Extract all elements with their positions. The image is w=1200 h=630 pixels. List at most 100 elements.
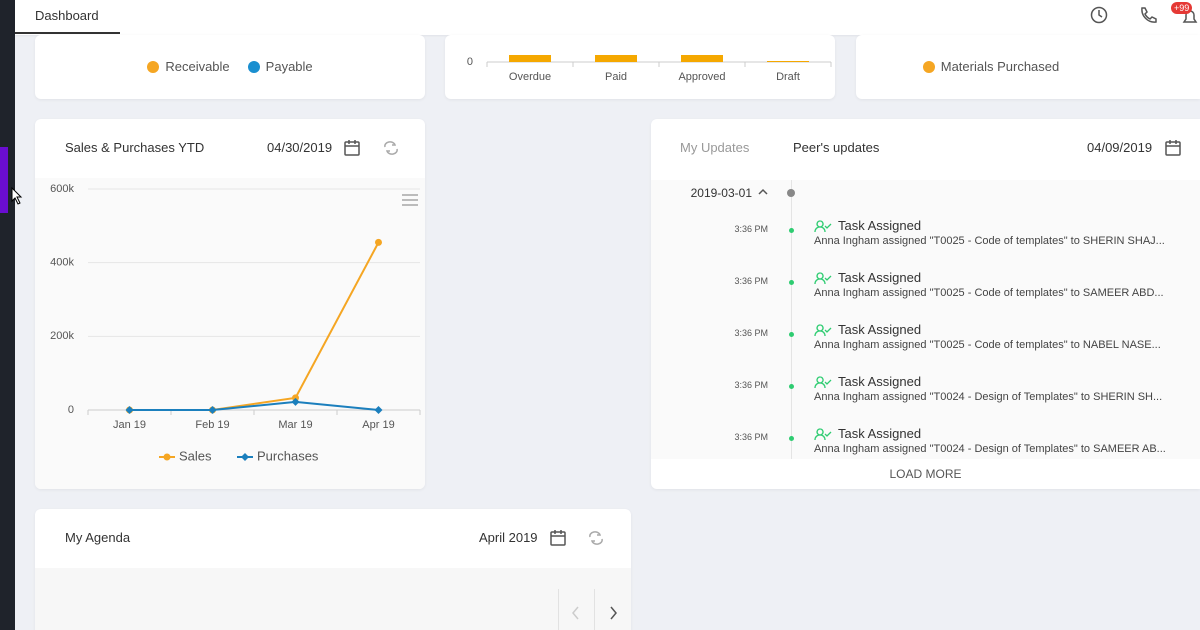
refresh-icon[interactable]	[587, 529, 605, 547]
user-check-icon	[814, 376, 832, 389]
item-time: 3:36 PM	[734, 276, 768, 286]
bar-stub	[767, 61, 809, 62]
tab[interactable]: Peer's updates	[793, 140, 880, 155]
point	[292, 394, 299, 402]
icon-path	[814, 220, 832, 233]
y-tick-label: 200k	[50, 330, 74, 342]
legend: Receivable Payable	[35, 59, 425, 74]
date: 04/30/2019	[267, 140, 333, 155]
caret[interactable]	[758, 188, 768, 196]
item-time: 3:36 PM	[734, 380, 768, 390]
x-tick-label: Draft	[776, 71, 800, 83]
item-time: 3:36 PM	[734, 224, 768, 234]
item-dot	[789, 332, 794, 337]
point	[374, 406, 383, 414]
badge: +99	[1171, 2, 1193, 14]
invoices-card: 0 Overdue Paid Approved Draft	[445, 35, 835, 99]
tab[interactable]: My Updates	[680, 140, 750, 155]
bar-chart: 0 Overdue Paid Approved Draft	[467, 55, 832, 83]
sidebar-indicator	[0, 147, 8, 213]
icon-path	[814, 428, 832, 441]
materials-card: Materials Purchased	[856, 35, 1200, 99]
topbar: Dashboard +99	[15, 0, 1200, 35]
item-title: Task Assigned	[838, 218, 922, 233]
bar-stub	[509, 55, 551, 62]
item-title: Task Assigned	[838, 270, 922, 285]
legend-marker	[241, 453, 249, 461]
legend-swatch	[147, 60, 160, 73]
legend-label: Materials Purchased	[940, 59, 1060, 74]
tab[interactable]: Dashboard	[35, 8, 99, 23]
item-text: Anna Ingham assigned "T0025 - Code of te…	[814, 339, 1161, 351]
card-body	[35, 178, 425, 489]
receivables-card: Receivable Payable	[35, 35, 425, 99]
point	[125, 406, 134, 414]
updates-card: My Updates Peer's updates 04/09/2019 201…	[651, 119, 1200, 489]
phone-icon[interactable]	[1138, 5, 1158, 25]
bar-stub	[595, 55, 637, 62]
item-time: 3:36 PM	[734, 328, 768, 338]
menu-bar	[402, 204, 418, 206]
item-dot	[789, 228, 794, 233]
bar-stub	[681, 55, 723, 62]
calendar-icon[interactable]	[1164, 139, 1182, 157]
card-title: Sales & Purchases YTD	[65, 140, 205, 155]
item-dot	[789, 280, 794, 285]
group-dot	[787, 189, 795, 197]
series-line	[129, 400, 379, 411]
calendar-icon[interactable]	[549, 529, 567, 547]
calendar-icon[interactable]	[343, 139, 361, 157]
y-tick-label: 0	[467, 56, 473, 68]
sales-card: Sales & Purchases YTD 04/30/2019 0 200k 40…	[35, 119, 425, 489]
tab-underline	[15, 32, 120, 34]
legend-item: Payable	[247, 59, 313, 74]
item-title: Task Assigned	[838, 322, 922, 337]
prev-button[interactable]	[570, 605, 582, 621]
menu-bar	[402, 199, 418, 201]
y-tick-label: 0	[68, 404, 74, 416]
agenda-card: My Agenda April 2019	[35, 509, 631, 630]
menu-icon	[402, 194, 418, 206]
legend-swatch	[247, 60, 260, 73]
legend-item: Materials Purchased	[922, 59, 1060, 74]
item-text: Anna Ingham assigned "T0025 - Code of te…	[814, 235, 1165, 247]
legend-label: Payable	[265, 59, 313, 74]
legend: Materials Purchased	[856, 59, 1126, 74]
date: April 2019	[479, 530, 538, 545]
line-chart: 0 200k 400k 600k Jan 19 Feb 19 Mar 19 Apr 19 Sal…	[50, 183, 421, 463]
divider	[594, 589, 595, 630]
refresh-icon[interactable]	[382, 139, 400, 157]
divider	[558, 589, 559, 630]
item-title: Task Assigned	[838, 374, 922, 389]
legend-swatch	[922, 60, 935, 73]
item-text: Anna Ingham assigned "T0024 - Design of …	[814, 443, 1166, 455]
legend-label: Purchases	[257, 448, 319, 463]
timeline: 2019-03-01 3:36 PM Task Assigned Anna Ingh…	[651, 180, 1200, 459]
user-check-icon	[814, 272, 832, 285]
x-tick-label: Jan 19	[113, 419, 146, 431]
next-button[interactable]	[607, 605, 619, 621]
group-date: 2019-03-01	[690, 186, 752, 200]
legend-marker	[163, 453, 171, 461]
y-tick-label: 400k	[50, 257, 74, 269]
date: 04/09/2019	[1087, 140, 1153, 155]
clock-icon[interactable]	[1089, 5, 1109, 25]
point	[375, 238, 382, 246]
cursor	[11, 186, 23, 205]
timeline-line	[791, 180, 792, 459]
user-check-icon	[814, 324, 832, 337]
item-text: Anna Ingham assigned "T0025 - Code of te…	[814, 287, 1164, 299]
series-line	[129, 241, 380, 411]
menu-bar	[402, 194, 418, 196]
legend-label: Receivable	[165, 59, 230, 74]
x-tick-label: Apr 19	[362, 419, 394, 431]
x-tick-label: Feb 19	[195, 419, 229, 431]
y-tick-label: 600k	[50, 183, 74, 195]
load-more[interactable]: LOAD MORE	[889, 467, 962, 481]
x-tick-label: Paid	[605, 71, 627, 83]
item-dot	[789, 436, 794, 441]
point	[208, 406, 217, 414]
item-text: Anna Ingham assigned "T0024 - Design of …	[814, 391, 1163, 403]
item-dot	[789, 384, 794, 389]
